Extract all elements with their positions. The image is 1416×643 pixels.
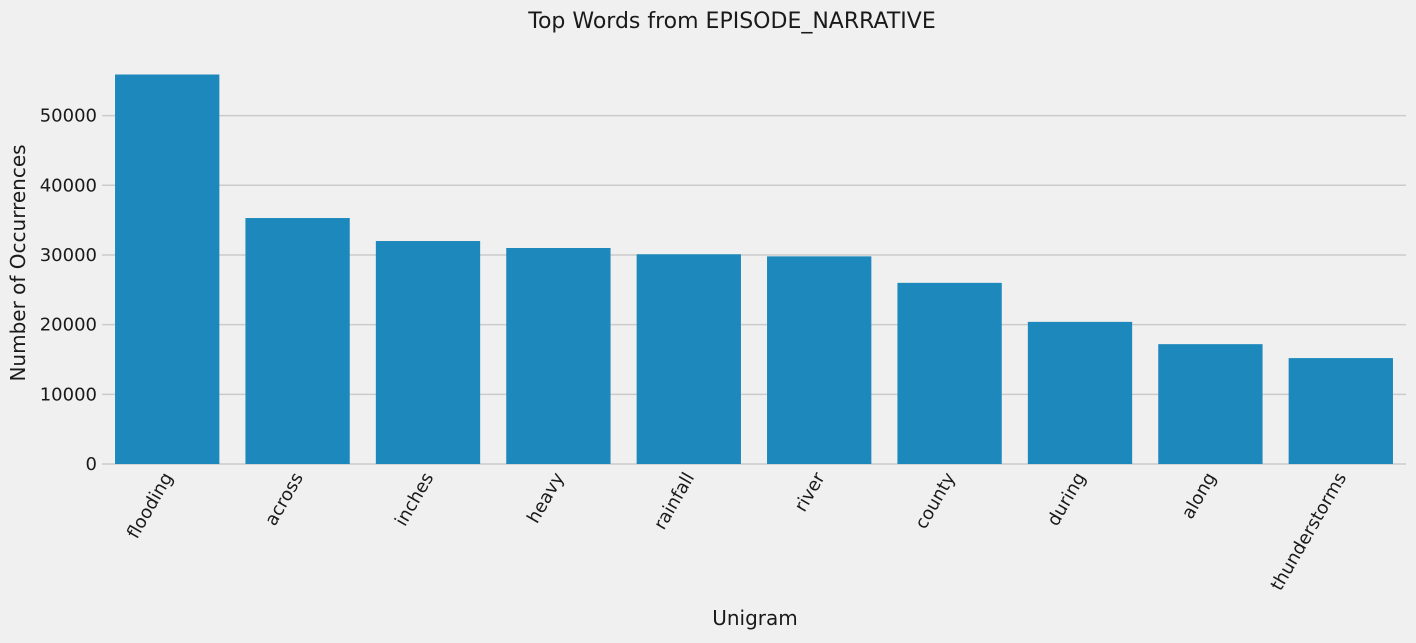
bars bbox=[115, 74, 1393, 464]
x-axis-label: Unigram bbox=[712, 606, 798, 630]
bar-rainfall bbox=[636, 254, 741, 464]
y-tick-label: 50000 bbox=[40, 106, 97, 127]
y-tick-label: 20000 bbox=[40, 315, 97, 336]
y-tick-label: 0 bbox=[86, 454, 97, 475]
x-tick-label: flooding bbox=[123, 469, 177, 542]
x-axis-ticks: flooding across inches heavy rainfall river co… bbox=[123, 468, 1351, 594]
x-tick-label: during bbox=[1043, 469, 1090, 530]
y-tick-label: 10000 bbox=[40, 384, 97, 405]
bar-thunderstorms bbox=[1288, 358, 1393, 464]
bar-inches bbox=[375, 241, 481, 464]
x-tick-label: along bbox=[1178, 469, 1221, 523]
y-tick-label: 30000 bbox=[40, 245, 97, 266]
bar-along bbox=[1158, 344, 1263, 464]
x-tick-label: county bbox=[911, 469, 960, 533]
bar-county bbox=[897, 282, 1002, 464]
y-axis-ticks: 0 10000 20000 30000 40000 50000 bbox=[40, 106, 97, 475]
y-tick-label: 40000 bbox=[40, 175, 97, 196]
chart-title: Top Words from EPISODE_NARRATIVE bbox=[527, 9, 936, 34]
x-tick-label: across bbox=[261, 469, 308, 529]
bar-river bbox=[767, 256, 872, 464]
x-tick-label: thunderstorms bbox=[1267, 469, 1352, 594]
y-axis-label: Number of Occurrences bbox=[6, 144, 30, 381]
bar-across bbox=[245, 218, 350, 464]
bar-heavy bbox=[506, 248, 611, 464]
bar-during bbox=[1027, 321, 1133, 464]
x-tick-label: inches bbox=[391, 469, 438, 530]
bar-flooding bbox=[115, 74, 220, 464]
x-tick-label: heavy bbox=[523, 469, 569, 527]
x-tick-label: rainfall bbox=[650, 469, 699, 533]
x-tick-label: river bbox=[791, 468, 830, 515]
